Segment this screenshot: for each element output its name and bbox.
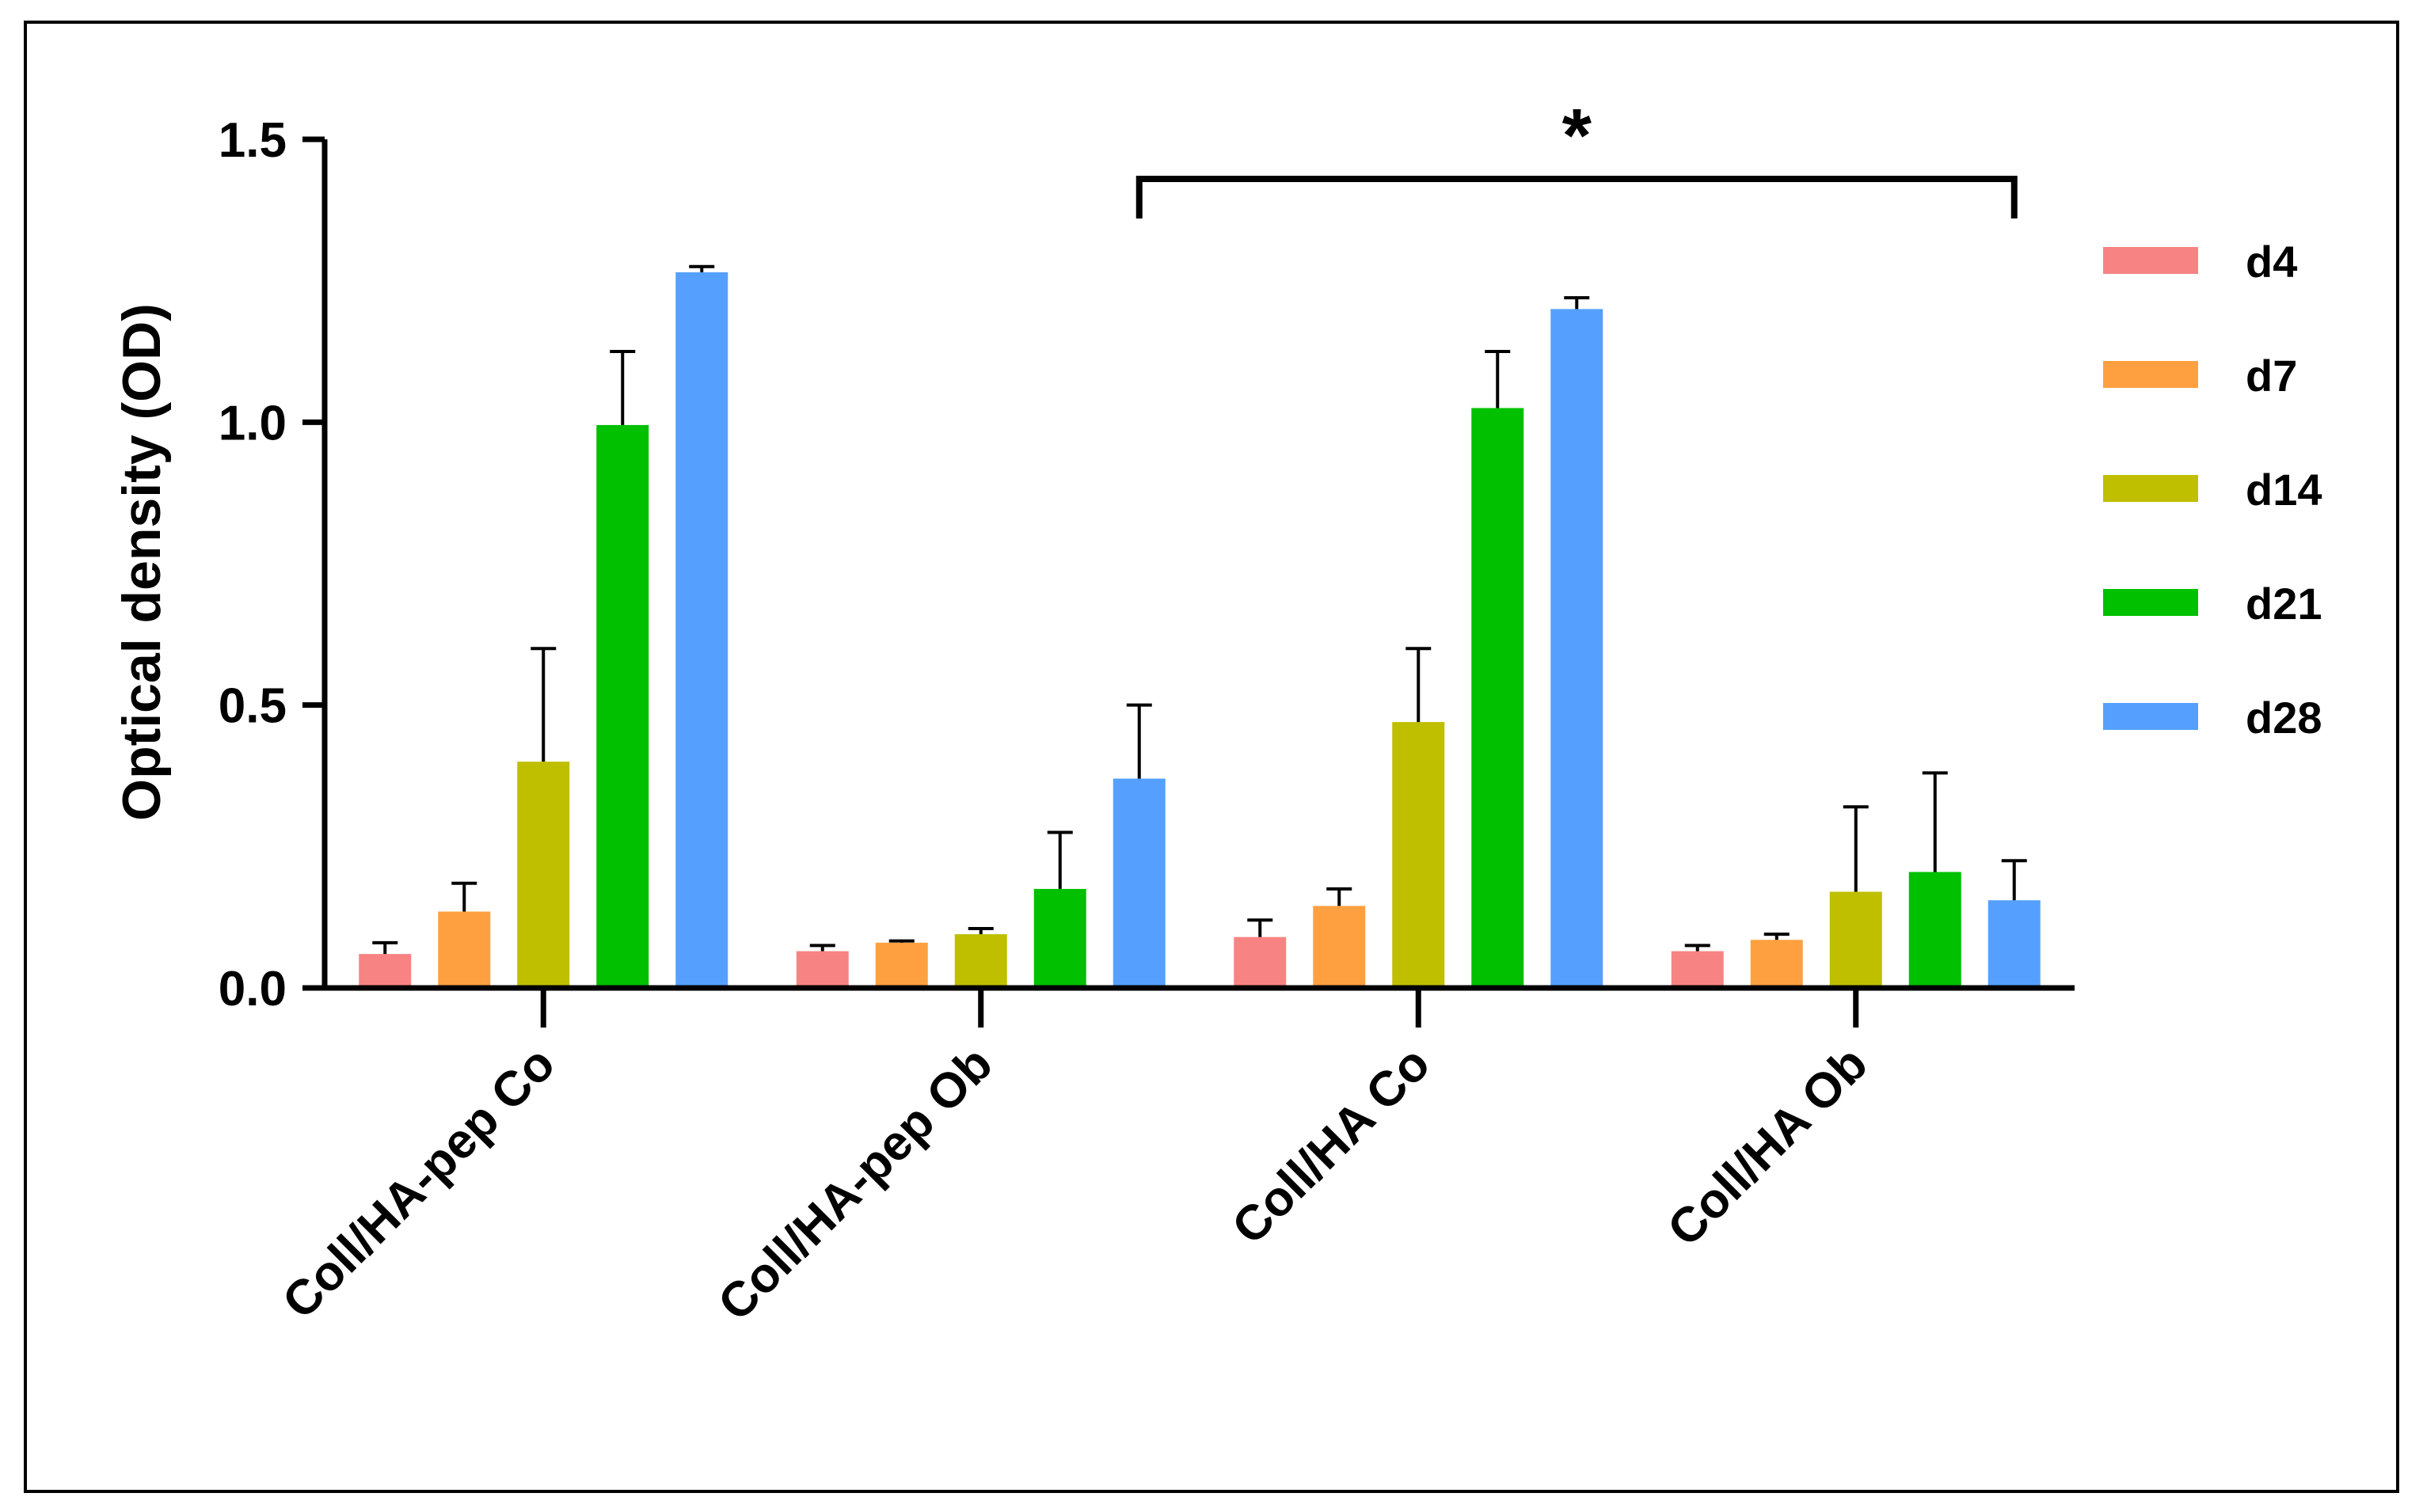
bar-d28-4 (1987, 900, 2041, 988)
significance-bracket (1135, 176, 2018, 218)
bar-d14-3 (1392, 722, 1445, 988)
significance-marker: * (1562, 93, 1592, 178)
bar-d28-3 (1550, 309, 1603, 988)
bar-d4-1 (359, 954, 412, 988)
bar-d21-2 (1033, 888, 1086, 988)
bar-d14-1 (517, 762, 570, 988)
y-tick-label: 1.5 (219, 113, 287, 168)
legend-label-d28: d28 (2246, 693, 2322, 743)
legend-swatch-d7 (2103, 361, 2198, 388)
bar-d21-1 (596, 424, 649, 988)
legend-label-d7: d7 (2246, 351, 2297, 401)
bar-d7-4 (1750, 940, 1803, 988)
bar-d7-3 (1313, 906, 1366, 988)
bar-d7-1 (438, 911, 491, 988)
legend: d4 d7 d14 d21 d28 (2103, 237, 2322, 743)
legend-swatch-d21 (2103, 589, 2198, 616)
y-tick-label: 0.0 (219, 962, 287, 1016)
bar-d14-2 (954, 934, 1007, 988)
legend-swatch-d4 (2103, 247, 2198, 274)
significance-annotations: * (1135, 93, 2018, 218)
y-axis-title: Optical density (OD) (112, 303, 172, 821)
bar-d28-1 (675, 272, 728, 988)
legend-label-d14: d14 (2246, 465, 2322, 515)
figure-frame (24, 21, 2399, 1493)
bar-d4-2 (796, 951, 849, 988)
bar-d4-4 (1671, 951, 1724, 988)
bar-d7-2 (875, 942, 928, 988)
bar-d14-4 (1829, 891, 1882, 988)
legend-label-d4: d4 (2246, 237, 2297, 287)
bar-d4-3 (1234, 936, 1287, 988)
bar-d21-3 (1471, 408, 1524, 988)
bar-d28-2 (1113, 778, 1166, 988)
legend-swatch-d28 (2103, 703, 2198, 730)
y-tick-label: 0.5 (219, 679, 287, 734)
legend-label-d21: d21 (2246, 579, 2322, 629)
bar-d21-4 (1908, 872, 1961, 988)
y-tick-label: 1.0 (219, 396, 287, 450)
legend-swatch-d14 (2103, 475, 2198, 502)
